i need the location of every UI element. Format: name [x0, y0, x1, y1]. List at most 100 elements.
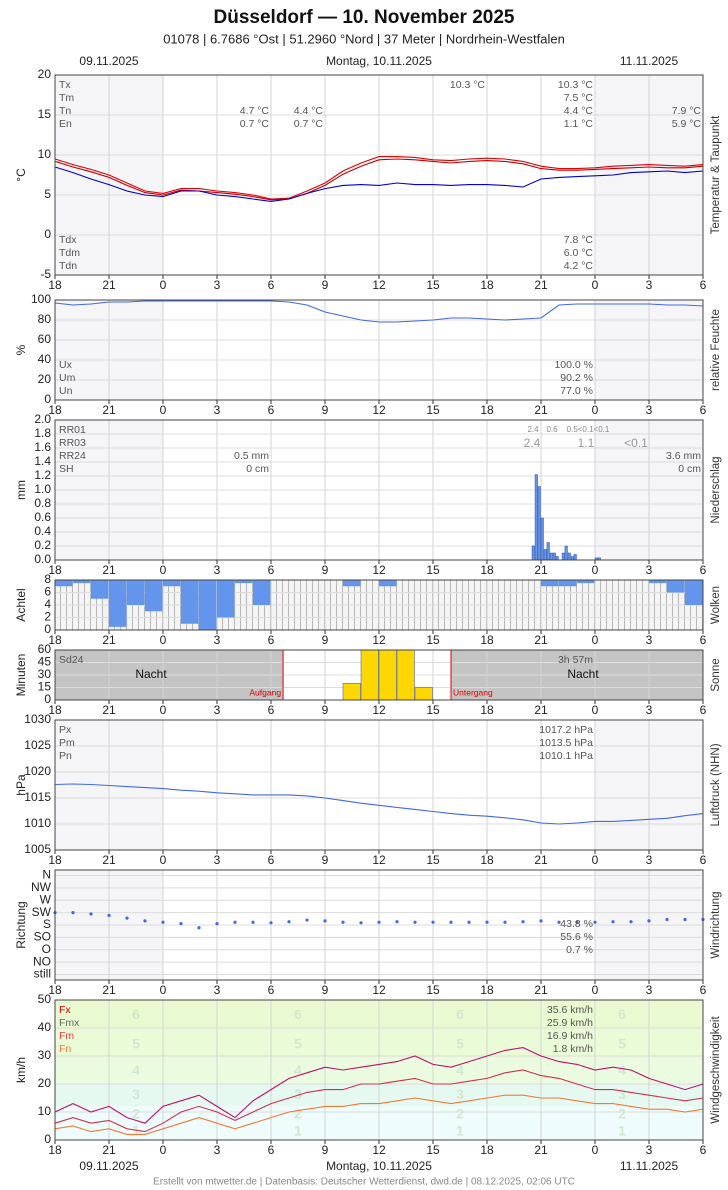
x-tick-label: 15 [426, 278, 440, 292]
date-center: Montag, 10.11.2025 [326, 1159, 432, 1173]
rr-3h: 2.4 [524, 436, 541, 450]
x-tick-label: 15 [426, 403, 440, 417]
bar [360, 649, 379, 701]
beaufort-label: 6 [456, 1006, 464, 1022]
x-tick-label: 18 [480, 853, 494, 867]
y-axis-label: Minuten [14, 654, 28, 697]
y-tick-label: 30 [38, 1048, 52, 1062]
beaufort-label: 6 [618, 1006, 626, 1022]
x-tick-label: 3 [646, 853, 653, 867]
bar [541, 580, 559, 587]
bar [552, 552, 556, 561]
rr-3h: 1.1 [578, 436, 595, 450]
x-tick-label: 3 [214, 703, 221, 717]
stat-value: 1013.5 hPa [539, 737, 593, 749]
beaufort-label: 2 [618, 1106, 626, 1122]
point [89, 912, 93, 916]
x-tick-label: 18 [480, 703, 494, 717]
point [71, 911, 75, 915]
y-tick-label: 40 [38, 352, 52, 366]
x-tick-label: 18 [48, 403, 62, 417]
x-tick-label: 0 [592, 853, 599, 867]
x-tick-label: 0 [592, 278, 599, 292]
stat-label: Un [59, 385, 73, 397]
stat-label: Tm [59, 92, 74, 104]
date-right: 11.11.2025 [620, 54, 679, 68]
panel: -5 0 5 10 15 20 18 21 0 3 6 9 12 15 18 21 0 3 6 °C Temperatu… [14, 67, 722, 292]
stat-value: 3.6 mm [666, 450, 701, 462]
x-tick-label: 0 [160, 1143, 167, 1157]
beaufort-label: 4 [618, 1062, 626, 1078]
stat-label: Pm [59, 737, 75, 749]
x-tick-label: 3 [214, 633, 221, 647]
bar [564, 545, 568, 561]
side-label: Luftdruck (NHN) [710, 743, 722, 826]
night-label: Nacht [135, 667, 167, 681]
x-tick-label: 21 [534, 703, 548, 717]
x-tick-label: 18 [480, 1143, 494, 1157]
x-tick-label: 6 [700, 403, 707, 417]
x-tick-label: 3 [646, 633, 653, 647]
y-tick-label: N [42, 868, 51, 882]
stat-value: 7.8 °C [564, 234, 594, 246]
point [287, 920, 291, 924]
y-tick-label: 1030 [24, 712, 51, 726]
x-tick-label: 0 [160, 563, 167, 577]
point [197, 926, 201, 930]
x-tick-label: 15 [426, 853, 440, 867]
bar [649, 580, 667, 584]
stat-value: 7.5 °C [564, 92, 594, 104]
beaufort-label: 4 [132, 1062, 140, 1078]
x-tick-label: 21 [534, 633, 548, 647]
point [359, 921, 363, 925]
beaufort-label: 3 [132, 1086, 140, 1102]
bar [91, 580, 109, 599]
panel: 0 20 40 60 80 100 18 21 0 3 6 9 12 15 18 21 0 3 6% relative… [14, 292, 722, 417]
x-tick-label: 0 [592, 403, 599, 417]
beaufort-label: 5 [618, 1036, 626, 1052]
line [54, 1094, 704, 1135]
stat-value: 4.4 °C [564, 105, 594, 117]
y-tick-label: 2.0 [34, 412, 51, 426]
x-tick-label: 18 [48, 563, 62, 577]
stat-value: 43.8 % [560, 918, 593, 930]
bar [537, 486, 541, 561]
y-tick-label: 15 [38, 107, 52, 121]
y-tick-label: 0.2 [34, 538, 51, 552]
stat-value: 90.2 % [560, 372, 593, 384]
sunrise-label: Aufgang [249, 687, 281, 697]
point [125, 916, 129, 920]
x-tick-label: 6 [268, 403, 275, 417]
y-tick-label: 30 [38, 667, 52, 681]
panel: 0.00.20.40.60.81.01.21.41.61.82.018 21 0 3 6… [14, 412, 722, 577]
line [54, 783, 704, 825]
sunset-label: Untergang [453, 687, 493, 697]
y-tick-label: 10 [38, 1104, 52, 1118]
bar [343, 580, 361, 587]
beaufort-label: 4 [456, 1062, 464, 1078]
point [611, 920, 615, 924]
stat-value: 25.9 km/h [547, 1017, 593, 1029]
x-tick-label: 0 [160, 403, 167, 417]
x-tick-label: 12 [372, 633, 386, 647]
point [557, 920, 561, 924]
x-tick-label: 3 [646, 278, 653, 292]
x-tick-label: 21 [102, 1143, 116, 1157]
x-tick-label: 3 [646, 403, 653, 417]
stat-value: 10.3 °C [558, 79, 594, 91]
plot-border [54, 649, 704, 701]
y-tick-label: 100 [31, 292, 51, 306]
bar [378, 649, 397, 701]
stat-value: 55.6 % [560, 931, 593, 943]
x-tick-label: 3 [214, 853, 221, 867]
x-tick-label: 18 [48, 853, 62, 867]
x-tick-label: 0 [592, 563, 599, 577]
point [161, 920, 165, 924]
footer: Erstellt von mtwetter.de | Datenbasis: D… [153, 1177, 575, 1188]
side-label: Niederschlag [710, 456, 722, 523]
bar [549, 552, 553, 561]
bar [414, 687, 433, 701]
x-tick-label: 3 [214, 1143, 221, 1157]
stat-label: Tdx [59, 234, 77, 246]
